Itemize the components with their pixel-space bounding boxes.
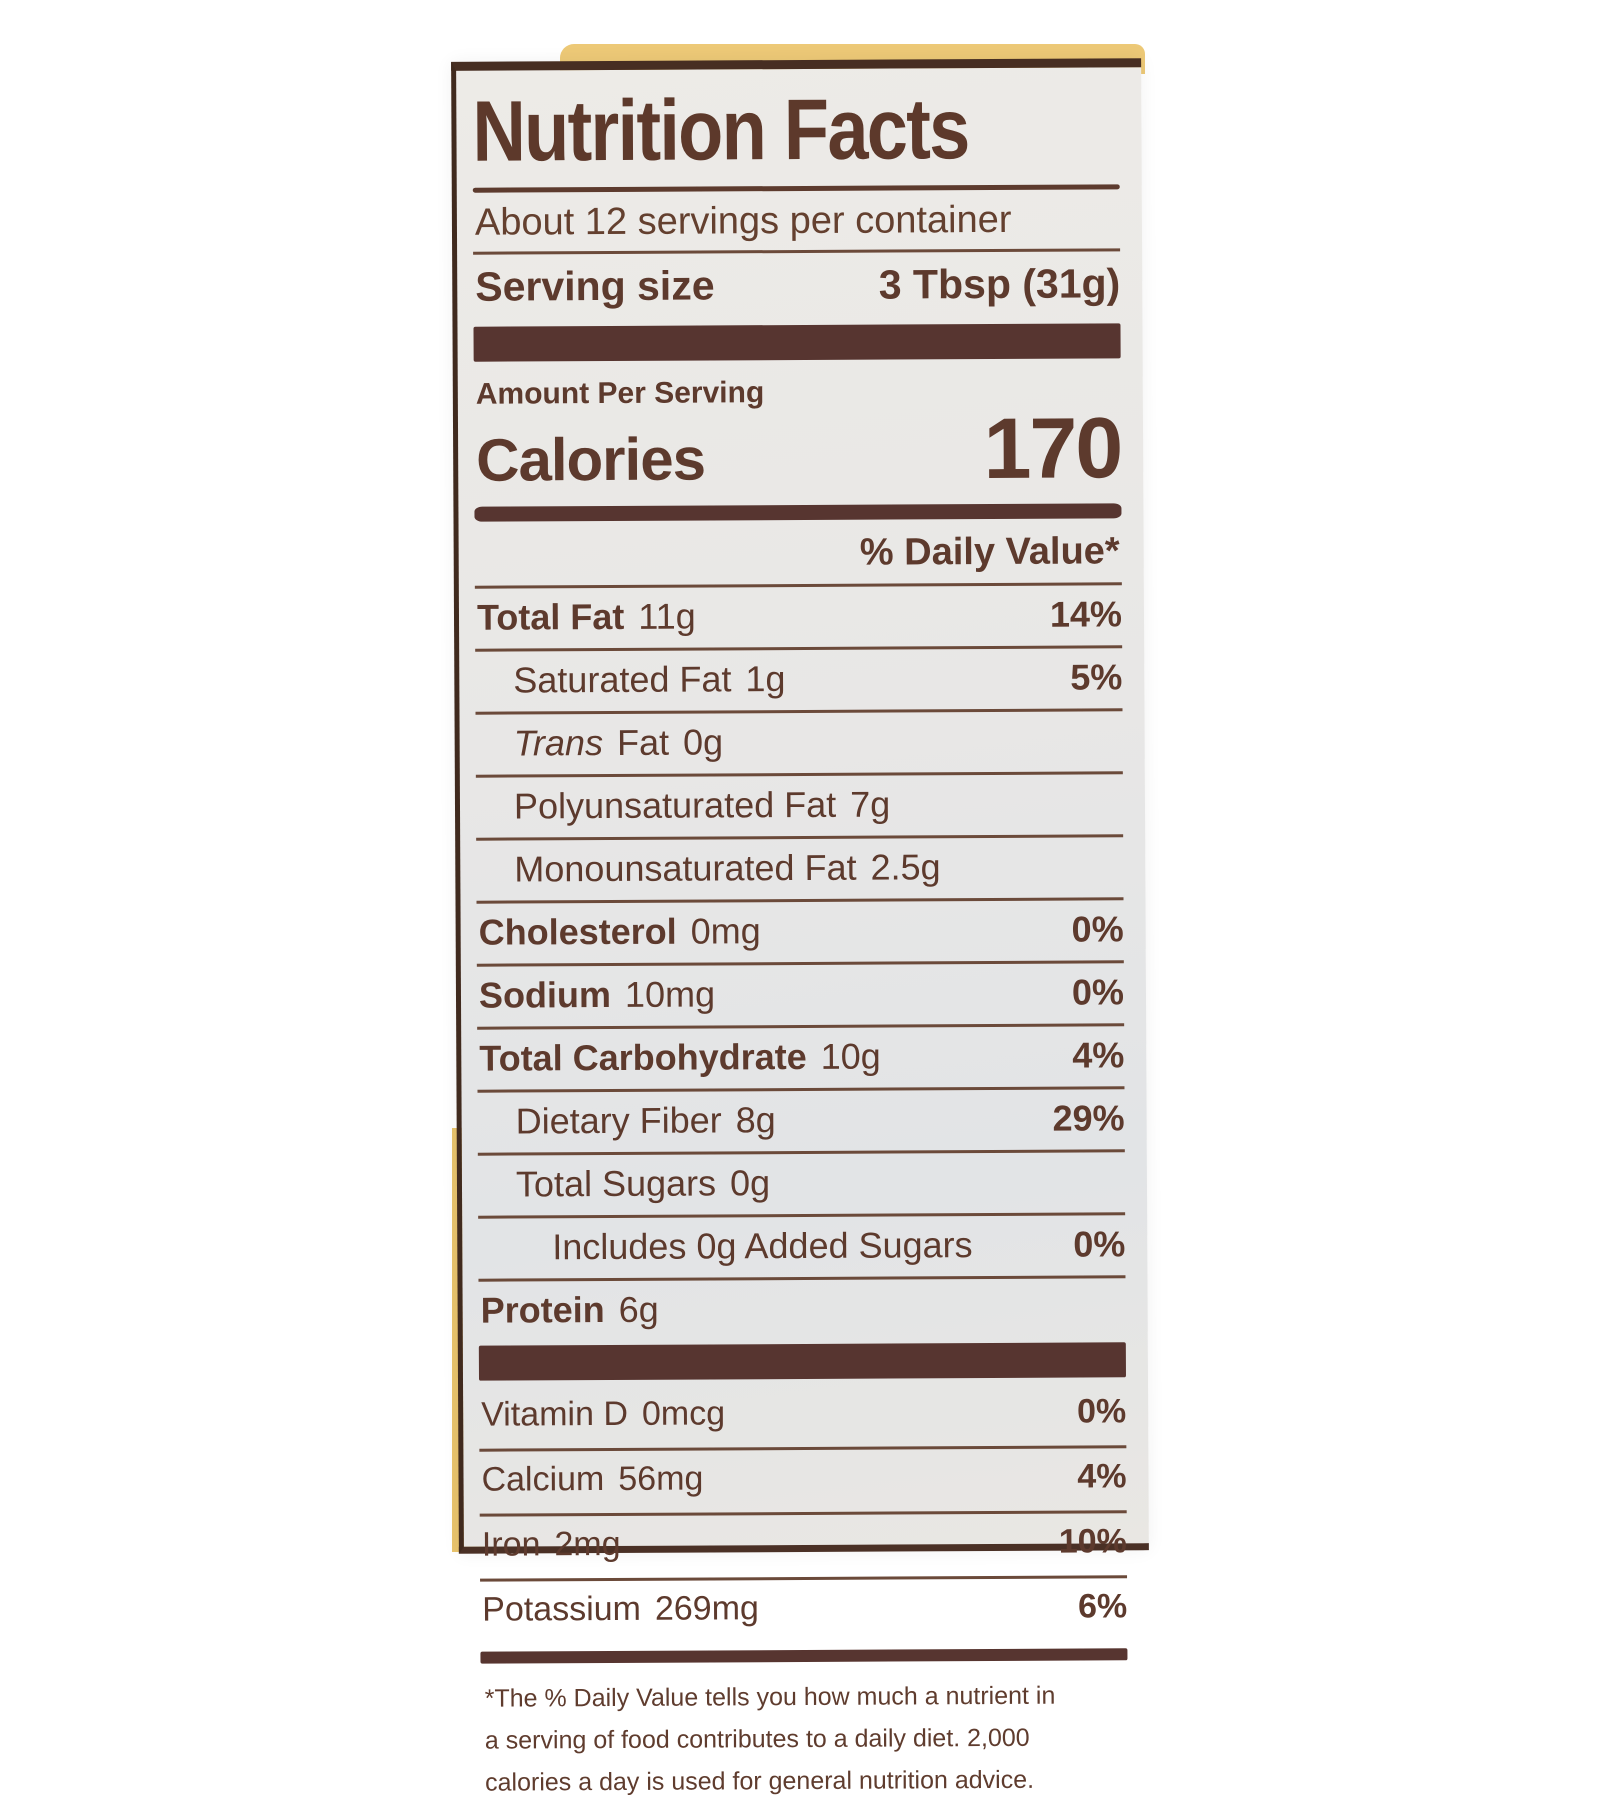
nutrient-amount: 269mg: [654, 1589, 760, 1628]
vitamin-row-calcium: Calcium 56mg 4%: [479, 1445, 1127, 1514]
nutrient-name: Monounsaturated Fat: [514, 846, 857, 890]
section-bar-footnote: [480, 1648, 1128, 1664]
nutrient-dv: 4%: [1072, 1034, 1125, 1076]
footnote-line: calories a day is used for general nutri…: [485, 1765, 1035, 1797]
nutrient-amount: 7g: [850, 783, 891, 825]
nutrient-row-added-sugars: Includes 0g Added Sugars 0%: [478, 1212, 1126, 1279]
section-bar-medium: [474, 503, 1122, 522]
nutrient-name: Dietary Fiber: [515, 1099, 722, 1142]
nutrient-row-trans-fat: Trans Fat 0g: [475, 708, 1123, 775]
nutrient-dv: 10%: [1058, 1522, 1127, 1561]
nutrient-row-total-fat: Total Fat 11g 14%: [474, 582, 1123, 649]
nutrient-amount: 0g: [729, 1162, 771, 1204]
nutrient-row-cholesterol: Cholesterol 0mg 0%: [476, 897, 1124, 964]
nutrient-row-protein: Protein 6g: [478, 1275, 1126, 1342]
nutrient-name: Vitamin D: [481, 1394, 629, 1434]
nutrition-facts-label: Nutrition Facts About 12 servings per co…: [451, 58, 1149, 1797]
serving-size-value: 3 Tbsp (31g): [878, 260, 1121, 308]
nutrient-row-dietary-fiber: Dietary Fiber 8g 29%: [477, 1086, 1125, 1153]
nutrient-name: Fat: [616, 721, 670, 763]
nutrient-dv: 5%: [1070, 656, 1123, 698]
nutrient-name: Calcium: [481, 1460, 605, 1499]
nutrient-amount: 8g: [735, 1099, 776, 1141]
nutrient-amount: 1g: [745, 658, 786, 700]
nutrient-name-italic: Trans: [513, 722, 604, 764]
nutrient-row-sodium: Sodium 10mg 0%: [476, 960, 1125, 1027]
nutrient-dv: 0%: [1076, 1392, 1127, 1431]
nutrient-row-total-sugars: Total Sugars 0g: [477, 1149, 1126, 1216]
vitamin-row-potassium: Potassium 269mg 6%: [480, 1575, 1128, 1644]
nutrient-amount: 2mg: [554, 1524, 621, 1564]
nutrient-dv: 0%: [1071, 908, 1124, 950]
footnote-line: *The % Daily Value tells you how much a …: [484, 1681, 1056, 1713]
nutrient-amount: 0g: [682, 721, 724, 763]
nutrient-name: Cholesterol: [478, 910, 677, 953]
nutrient-dv: 4%: [1077, 1457, 1127, 1496]
nutrient-name: Sodium: [478, 973, 612, 1016]
vitamin-row-iron: Iron 2mg 10%: [479, 1510, 1128, 1579]
nutrient-row-total-carbohydrate: Total Carbohydrate 10g 4%: [477, 1023, 1125, 1090]
nutrient-name: Total Fat: [476, 595, 625, 638]
nutrient-dv: 6%: [1077, 1587, 1128, 1626]
nutrient-name: Polyunsaturated Fat: [513, 783, 837, 827]
nutrient-row-saturated-fat: Saturated Fat 1g 5%: [475, 645, 1123, 712]
nutrient-row-polyunsaturated-fat: Polyunsaturated Fat 7g: [475, 771, 1124, 838]
vitamin-row-vitamin-d: Vitamin D 0mcg 0%: [479, 1383, 1126, 1448]
nutrient-amount: 0mcg: [641, 1394, 726, 1433]
nutrient-dv: 14%: [1049, 593, 1123, 635]
nutrient-name: Includes 0g Added Sugars: [552, 1224, 973, 1268]
nutrient-name: Total Carbohydrate: [479, 1035, 807, 1079]
nutrient-dv: 29%: [1052, 1097, 1125, 1139]
nutrient-dv: 0%: [1073, 1223, 1126, 1265]
nutrient-name: Iron: [481, 1525, 541, 1564]
nutrient-amount: 2.5g: [870, 846, 941, 888]
servings-per-container: About 12 servings per container: [474, 198, 1012, 244]
section-bar-thick: [473, 323, 1121, 362]
label-title: Nutrition Facts: [472, 81, 969, 180]
serving-size-label: Serving size: [475, 262, 715, 310]
nutrient-amount: 10g: [820, 1035, 881, 1077]
daily-value-header: % Daily Value*: [859, 530, 1120, 574]
nutrient-amount: 10mg: [624, 973, 716, 1015]
footnote-line: a serving of food contributes to a daily…: [484, 1723, 1030, 1755]
calories-row: Calories 170: [474, 400, 1122, 500]
nutrient-amount: 11g: [638, 595, 696, 637]
nutrient-row-monounsaturated-fat: Monounsaturated Fat 2.5g: [476, 834, 1124, 901]
nutrient-name: Protein: [480, 1289, 605, 1331]
nutrient-name: Total Sugars: [515, 1162, 717, 1205]
nutrient-amount: 0mg: [690, 910, 761, 952]
daily-value-footnote: *The % Daily Value tells you how much a …: [481, 1666, 1129, 1803]
nutrient-name: Potassium: [482, 1589, 642, 1629]
nutrient-amount: 56mg: [618, 1459, 704, 1498]
calories-value: 170: [983, 400, 1122, 498]
nutrient-name: Saturated Fat: [513, 658, 732, 701]
serving-size-row: Serving size 3 Tbsp (31g): [473, 251, 1120, 322]
section-bar-thick: [478, 1342, 1126, 1381]
product-bag-photo: Nutrition Facts About 12 servings per co…: [451, 44, 1149, 1797]
nutrient-dv: 0%: [1071, 971, 1125, 1013]
calories-label: Calories: [476, 425, 706, 494]
nutrient-amount: 6g: [618, 1288, 659, 1330]
